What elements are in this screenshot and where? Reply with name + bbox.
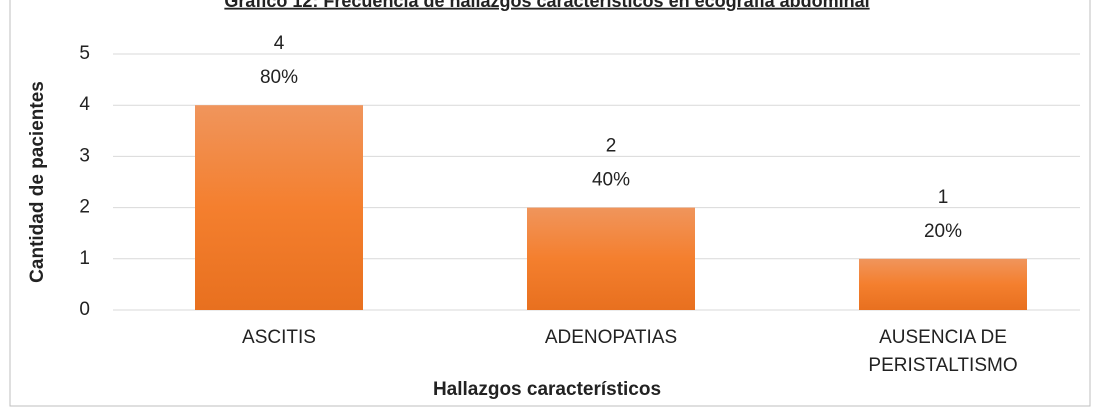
x-axis-title: Hallazgos característicos: [433, 379, 661, 400]
y-tick-label: 3: [79, 145, 90, 166]
percent-label: 80%: [260, 67, 298, 88]
y-axis-title: Cantidad de pacientes: [27, 81, 48, 283]
chart-border: [9, 0, 1091, 407]
y-tick-label: 1: [79, 248, 90, 269]
data-label: 2: [606, 136, 617, 157]
percent-label: 20%: [924, 221, 962, 242]
data-label: 1: [938, 187, 949, 208]
bar: [859, 258, 1027, 310]
percent-label: 40%: [592, 170, 630, 191]
y-tick-label: 2: [79, 197, 90, 218]
y-tick-label: 5: [79, 43, 90, 64]
chart-title: Gráfico 12: Frecuencia de hallazgos cara…: [224, 0, 869, 11]
bar: [527, 207, 695, 310]
x-tick-label: ADENOPATIAS: [544, 327, 678, 348]
x-tick-label: ASCITIS: [242, 327, 316, 348]
data-label: 4: [274, 33, 285, 54]
y-tick-label: 4: [79, 94, 90, 115]
x-tick-label: AUSENCIA DE PERISTALTISMO: [868, 327, 1018, 376]
bar: [195, 105, 363, 310]
y-tick-label: 0: [79, 299, 90, 320]
